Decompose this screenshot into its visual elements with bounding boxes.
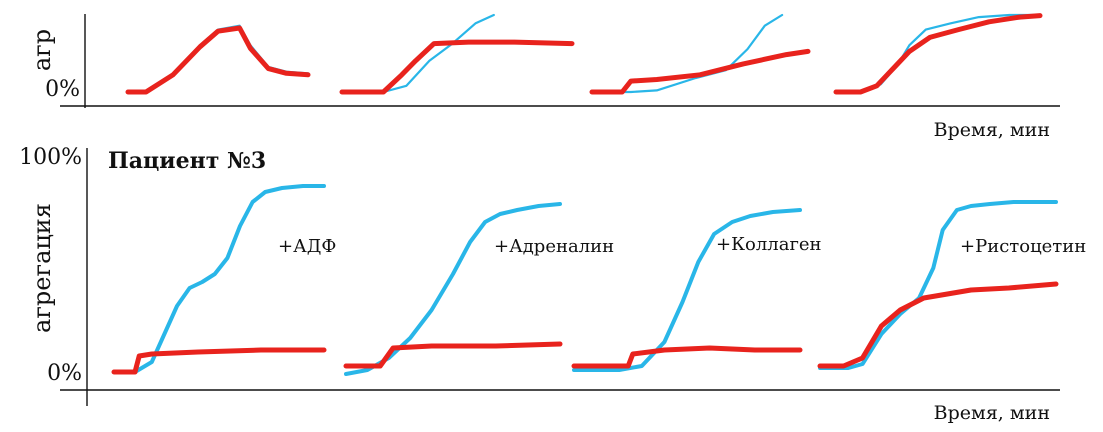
top-subplot-2-red-curve [339,39,575,95]
top-subplot-4-blue-curve [834,13,1042,94]
bottom-subplot-3-red-curve [571,345,803,369]
bottom-subplot-4-blue-curve [818,200,1058,370]
bottom-labels: +АДФ +Адреналин +Коллаген +Ристоцетин [278,234,1086,257]
top-subplot-4-red-curve [833,13,1043,95]
bottom-ylabel: агрегация [28,203,56,333]
subplot-label-2: +Адреналин [494,236,614,257]
top-subplot-3-red-curve [589,48,811,95]
bottom-subplot-2-red-curve [343,341,563,369]
subplot-label-1: +АДФ [278,236,336,257]
bottom-ytick-0: 0% [47,361,82,386]
top-subplot-1-blue-curve [126,24,310,94]
subplot-label-3: +Коллаген [716,234,822,255]
bottom-xlabel: Время, мин [934,402,1050,424]
subplot-label-4: +Ристоцетин [960,236,1086,257]
bottom-subplot-1-red-curve [111,347,327,375]
top-curves [125,13,1043,95]
bottom-subplot-4-red-curve [817,281,1059,369]
bottom-ytick-100: 100% [19,145,82,170]
bottom-curves [111,184,1059,376]
top-subplot-2-blue-curve [340,13,495,94]
top-ytick-0: 0% [45,77,80,102]
top-ylabel: агр [28,29,56,71]
bottom-subplot-3-blue-curve [572,208,802,372]
top-xlabel: Время, мин [934,119,1050,141]
bottom-title: Пациент №3 [108,148,266,174]
top-subplot-3-blue-curve [590,13,784,94]
bottom-subplot-1-blue-curve [112,184,326,374]
top-subplot-1-red-curve [125,25,311,95]
